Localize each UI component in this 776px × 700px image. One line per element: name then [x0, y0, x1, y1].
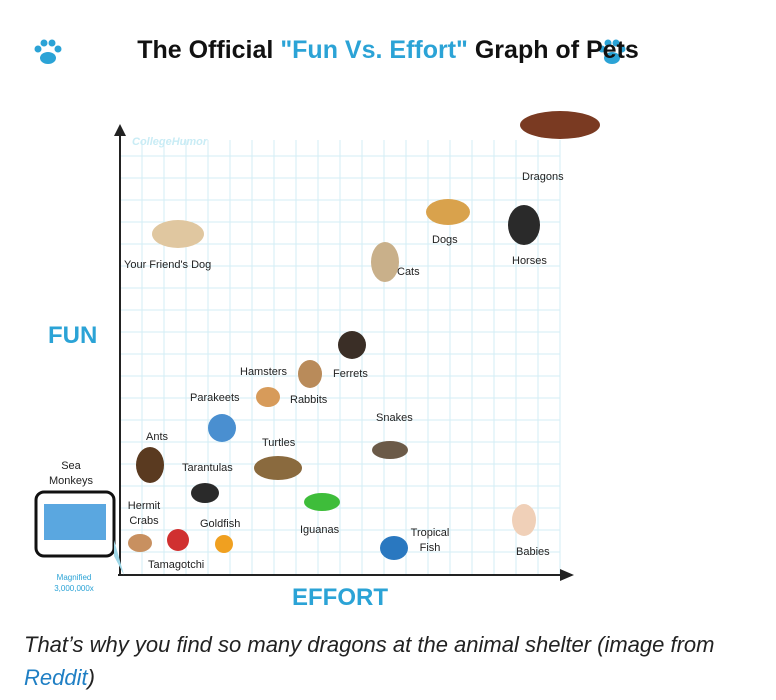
pet-icon: [167, 529, 189, 551]
pet-label: Tamagotchi: [148, 559, 205, 571]
pet-label: Dogs: [432, 234, 458, 246]
pet-label: Ferrets: [333, 368, 368, 380]
pet-label: Goldfish: [200, 518, 241, 530]
pet-label: Parakeets: [190, 392, 240, 404]
pet-icon: [215, 535, 233, 553]
inset-note: Magnified 3,000,000x: [54, 573, 94, 593]
pet-icon: [304, 493, 340, 511]
pet-icon: [152, 220, 204, 248]
y-arrow: [114, 124, 126, 136]
pet-icon: [254, 456, 302, 480]
pet-icon: [298, 360, 322, 388]
pet-label: Tarantulas: [182, 462, 233, 474]
pet-icon: [136, 447, 164, 483]
pet-icon: [191, 483, 219, 503]
icons: [128, 111, 600, 560]
pet-icon: [128, 534, 152, 552]
pet-label: Cats: [397, 266, 420, 278]
paw-left: [34, 39, 62, 64]
grid: [121, 140, 561, 574]
inset-pointer: [114, 540, 124, 575]
pet-label: Hermit Crabs: [127, 500, 161, 527]
pet-label: Dragons: [522, 171, 564, 183]
x-axis-label: EFFORT: [292, 584, 388, 611]
pet-icon: [338, 331, 366, 359]
pet-icon: [256, 387, 280, 407]
pet-label: Turtles: [262, 437, 296, 449]
watermark: CollegeHumor: [132, 136, 208, 148]
y-axis-label: FUN: [48, 322, 98, 349]
paw-right: [598, 39, 626, 64]
caption: That’s why you find so many dragons at t…: [24, 628, 764, 694]
pet-label: Tropical Fish: [410, 527, 450, 554]
title-part: Graph of Pets: [474, 36, 639, 64]
pet-icon: [372, 441, 408, 459]
pet-label: Iguanas: [300, 524, 340, 536]
pet-icon: [520, 111, 600, 139]
pet-label: Babies: [516, 546, 550, 558]
title: The Official "Fun Vs. Effort" Graph of P…: [0, 36, 776, 65]
caption-end: ): [87, 665, 95, 690]
pet-label: Hamsters: [240, 366, 288, 378]
pet-icon: [208, 414, 236, 442]
pet-icon: [508, 205, 540, 245]
pet-label: Ants: [146, 431, 169, 443]
graph: [34, 39, 626, 581]
pet-label: Your Friend's Dog: [124, 259, 212, 271]
pet-icon: [380, 536, 408, 560]
pet-label: Sea Monkeys: [48, 460, 94, 487]
pet-label: Horses: [512, 255, 547, 267]
pet-icon: [426, 199, 470, 225]
pet-label: Snakes: [376, 412, 413, 424]
caption-link[interactable]: Reddit: [24, 665, 88, 690]
inset-product: [44, 504, 106, 540]
caption-text: That’s why you find so many dragons at t…: [24, 632, 715, 657]
title-part: The Official: [137, 36, 274, 64]
pet-icon: [371, 242, 399, 282]
x-arrow: [560, 569, 574, 581]
title-part: "Fun Vs. Effort": [280, 36, 468, 64]
pet-label: Rabbits: [290, 394, 328, 406]
pet-icon: [512, 504, 536, 536]
